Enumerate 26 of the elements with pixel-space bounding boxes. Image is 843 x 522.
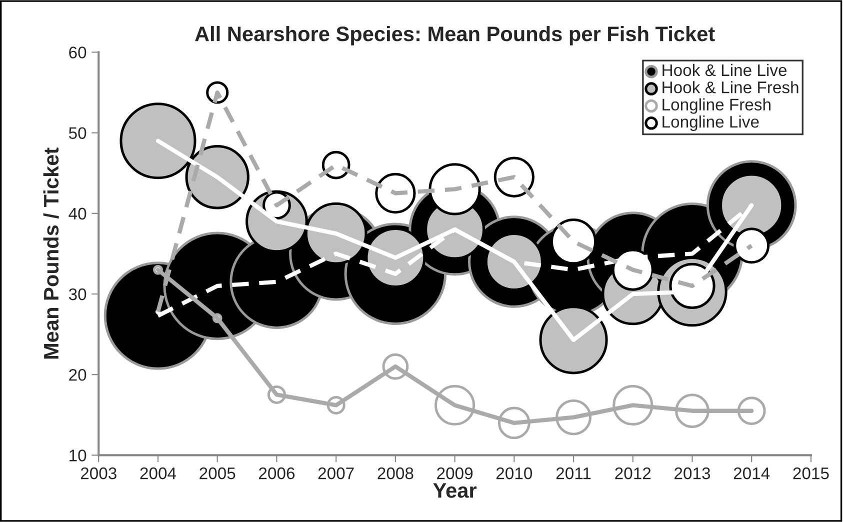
legend-label: Hook & Line Live xyxy=(662,64,787,76)
y-tick-label: 10 xyxy=(70,450,86,462)
x-tick-label: 2011 xyxy=(556,467,591,480)
y-axis-title: Mean Pounds / Ticket xyxy=(43,148,59,359)
legend-label: Hook & Line Fresh xyxy=(662,81,798,94)
x-tick-label: 2005 xyxy=(200,467,236,480)
y-tick-label: 60 xyxy=(69,46,86,58)
y-tick-label: 50 xyxy=(68,127,86,139)
x-tick-label: 2003 xyxy=(80,467,116,480)
x-tick-label: 2010 xyxy=(496,467,532,480)
x-tick-label: 2012 xyxy=(615,467,651,480)
x-tick-label: 2006 xyxy=(259,467,295,480)
legend-label: Longline Fresh xyxy=(662,98,770,114)
x-tick-label: 2015 xyxy=(793,467,829,480)
x-tick-label: 2008 xyxy=(378,467,414,480)
x-tick-label: 2014 xyxy=(734,467,770,480)
y-tick-label: 40 xyxy=(68,208,86,220)
y-tick-label: 20 xyxy=(69,368,86,381)
x-tick-label: 2009 xyxy=(437,467,473,480)
y-tick-label: 30 xyxy=(68,288,86,300)
legend-label: Longline Live xyxy=(662,115,759,132)
chart-title: All Nearshore Species: Mean Pounds per Fish Ticket xyxy=(195,26,715,46)
x-tick-label: 2004 xyxy=(140,467,176,480)
x-tick-label: 2007 xyxy=(318,467,354,480)
x-tick-label: 2013 xyxy=(674,467,710,480)
x-axis-title: Year xyxy=(433,483,476,498)
